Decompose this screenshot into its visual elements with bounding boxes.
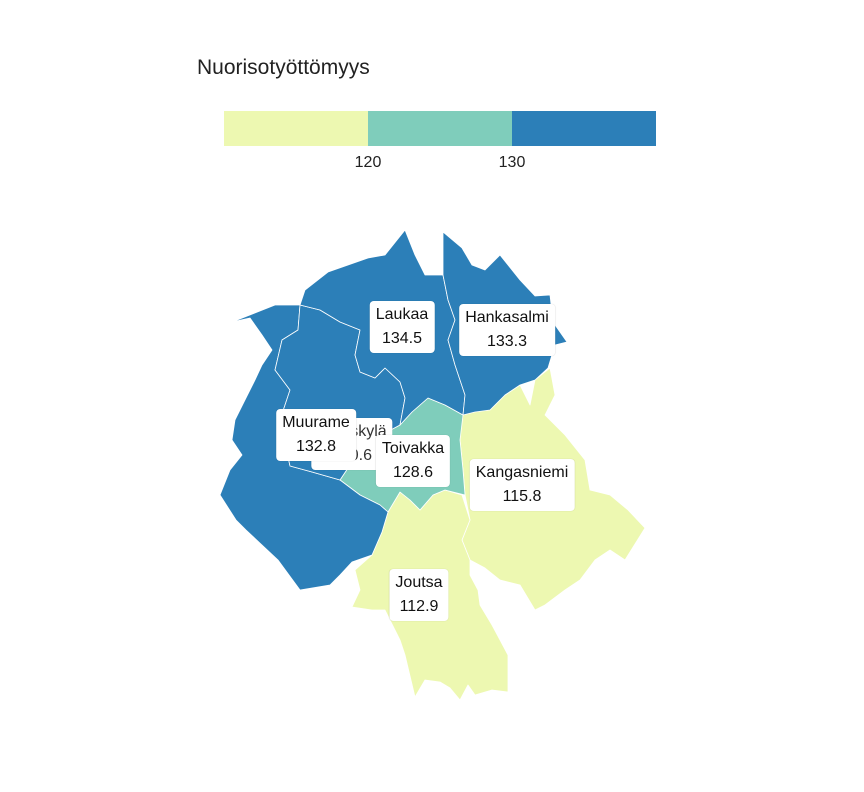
label-value: 112.9: [399, 598, 439, 615]
label-joutsa: Joutsa 112.9: [389, 569, 449, 621]
legend-segment-high: [512, 111, 656, 146]
label-hankasalmi: Hankasalmi 133.3: [459, 304, 555, 356]
legend-tick-130: 130: [498, 154, 526, 171]
label-name: Kangasniemi: [475, 464, 569, 481]
label-value: 132.8: [295, 438, 337, 455]
label-value: 134.5: [381, 330, 423, 347]
label-muurame: Muurame 132.8: [276, 409, 356, 461]
label-toivakka: Toivakka 128.6: [375, 435, 451, 487]
legend-title: Nuorisotyöttömyys: [197, 56, 370, 79]
label-name: Muurame: [282, 414, 350, 431]
legend-segment-mid: [368, 111, 512, 146]
label-name: Hankasalmi: [465, 309, 549, 326]
legend-tick-120: 120: [354, 154, 382, 171]
label-value: 115.8: [502, 488, 542, 505]
label-kangasniemi: Kangasniemi 115.8: [469, 459, 575, 511]
label-name: Laukaa: [375, 306, 429, 323]
label-name: Joutsa: [395, 574, 443, 591]
label-value: 133.3: [486, 333, 528, 350]
label-name: Toivakka: [381, 440, 445, 457]
label-laukaa: Laukaa 134.5: [369, 301, 435, 353]
label-value: 128.6: [392, 464, 434, 481]
legend-color-bar: [224, 111, 656, 146]
legend-segment-low: [224, 111, 368, 146]
